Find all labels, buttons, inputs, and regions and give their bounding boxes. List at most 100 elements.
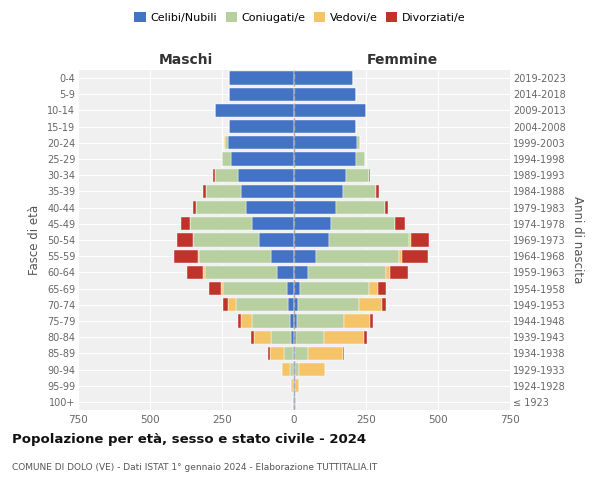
Text: Maschi: Maschi [159, 52, 213, 66]
Bar [221, 282, 223, 295]
Bar [193, 201, 196, 214]
Bar [281, 363, 290, 376]
Bar [284, 346, 293, 360]
Bar [294, 266, 308, 279]
Bar [369, 282, 377, 295]
Bar [241, 185, 294, 198]
Bar [295, 379, 299, 392]
Bar [323, 330, 364, 344]
Bar [196, 201, 247, 214]
Bar [298, 298, 359, 312]
Bar [294, 346, 295, 360]
Bar [364, 330, 367, 344]
Bar [271, 250, 294, 263]
Bar [344, 314, 370, 328]
Bar [287, 282, 294, 295]
Bar [223, 282, 287, 295]
Bar [230, 152, 294, 166]
Bar [343, 346, 344, 360]
Bar [229, 72, 294, 85]
Bar [294, 185, 343, 198]
Bar [356, 152, 365, 166]
Bar [254, 330, 271, 344]
Bar [238, 168, 294, 182]
Bar [300, 282, 369, 295]
Bar [295, 346, 308, 360]
Text: Popolazione per età, sesso e stato civile - 2024: Popolazione per età, sesso e stato civil… [12, 432, 366, 446]
Bar [294, 250, 316, 263]
Bar [410, 234, 430, 246]
Bar [399, 250, 402, 263]
Bar [294, 72, 353, 85]
Bar [370, 314, 373, 328]
Bar [290, 314, 294, 328]
Bar [268, 346, 269, 360]
Bar [205, 266, 277, 279]
Bar [294, 314, 297, 328]
Bar [346, 168, 369, 182]
Bar [225, 136, 228, 149]
Bar [223, 298, 228, 312]
Bar [299, 363, 325, 376]
Bar [402, 250, 428, 263]
Bar [294, 120, 356, 134]
Bar [215, 168, 238, 182]
Bar [291, 330, 294, 344]
Bar [277, 266, 294, 279]
Bar [296, 330, 323, 344]
Bar [294, 234, 329, 246]
Bar [391, 266, 408, 279]
Y-axis label: Fasce di età: Fasce di età [28, 205, 41, 275]
Bar [409, 234, 410, 246]
Bar [215, 104, 294, 117]
Bar [222, 152, 230, 166]
Bar [395, 217, 406, 230]
Bar [252, 314, 290, 328]
Bar [203, 266, 205, 279]
Bar [187, 266, 203, 279]
Bar [228, 136, 294, 149]
Legend: Celibi/Nubili, Coniugati/e, Vedovi/e, Divorziati/e: Celibi/Nubili, Coniugati/e, Vedovi/e, Di… [130, 8, 470, 28]
Bar [294, 136, 358, 149]
Bar [331, 217, 395, 230]
Bar [369, 168, 370, 182]
Bar [236, 298, 288, 312]
Bar [294, 104, 366, 117]
Text: COMUNE DI DOLO (VE) - Dati ISTAT 1° gennaio 2024 - Elaborazione TUTTITALIA.IT: COMUNE DI DOLO (VE) - Dati ISTAT 1° genn… [12, 462, 377, 471]
Bar [295, 363, 299, 376]
Bar [385, 201, 388, 214]
Bar [294, 152, 356, 166]
Bar [238, 314, 241, 328]
Bar [308, 266, 386, 279]
Bar [193, 234, 259, 246]
Y-axis label: Anni di nascita: Anni di nascita [571, 196, 584, 284]
Bar [294, 363, 295, 376]
Bar [316, 250, 399, 263]
Bar [269, 346, 284, 360]
Bar [294, 201, 336, 214]
Bar [295, 396, 296, 408]
Bar [229, 88, 294, 101]
Bar [209, 282, 221, 295]
Bar [177, 234, 193, 246]
Bar [175, 250, 197, 263]
Bar [293, 346, 294, 360]
Bar [343, 185, 376, 198]
Bar [199, 250, 271, 263]
Bar [291, 379, 293, 392]
Bar [288, 298, 294, 312]
Bar [271, 330, 291, 344]
Bar [214, 168, 215, 182]
Bar [229, 120, 294, 134]
Bar [294, 168, 346, 182]
Bar [358, 136, 360, 149]
Bar [294, 282, 300, 295]
Bar [386, 266, 391, 279]
Bar [308, 346, 343, 360]
Bar [197, 250, 199, 263]
Text: Femmine: Femmine [367, 52, 437, 66]
Bar [241, 314, 252, 328]
Bar [259, 234, 294, 246]
Bar [247, 201, 294, 214]
Bar [359, 298, 382, 312]
